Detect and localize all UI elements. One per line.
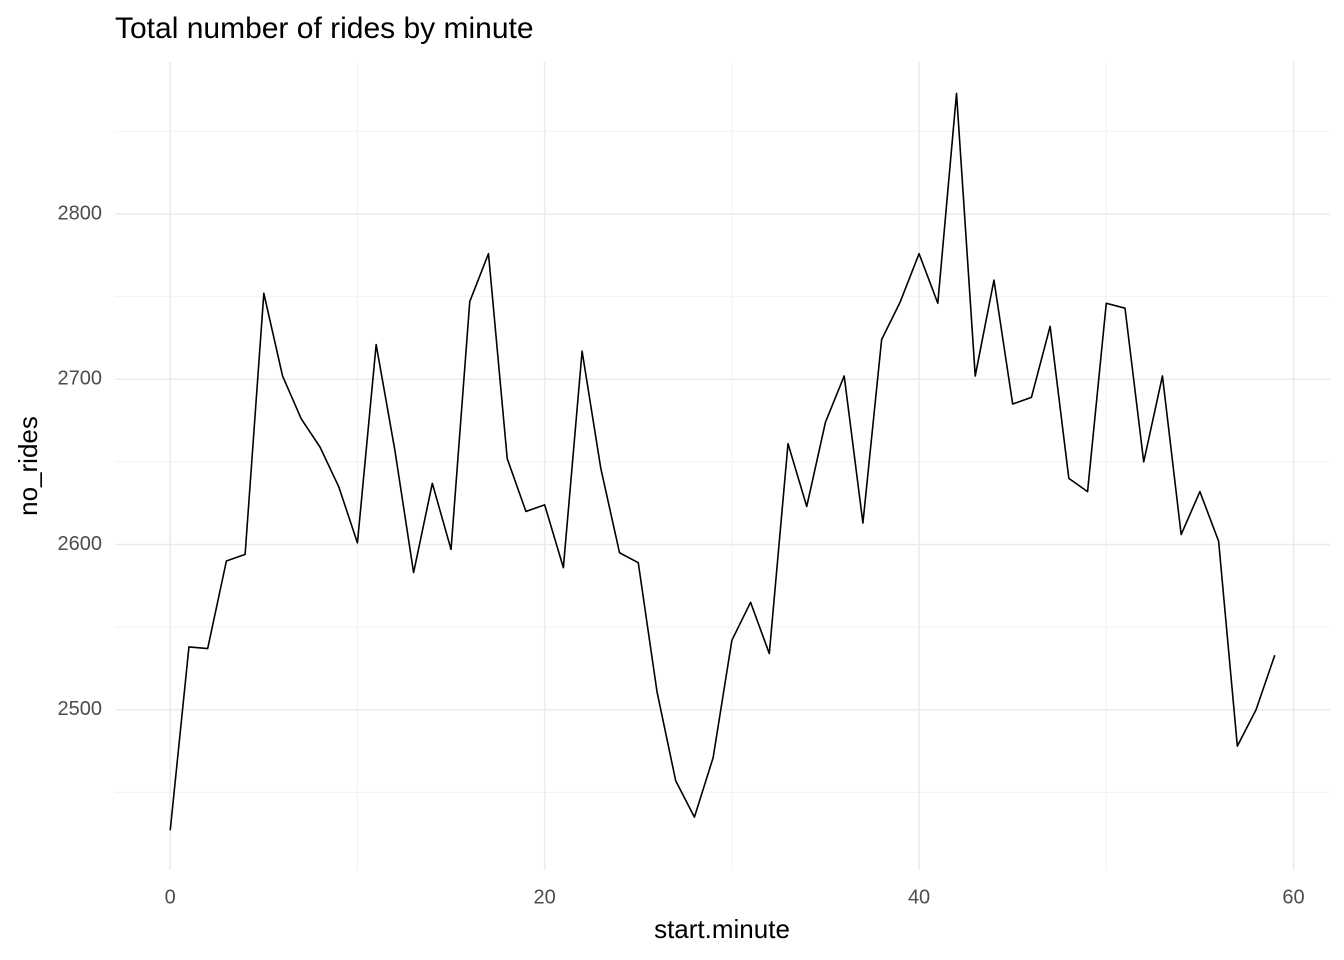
y-tick-label: 2700 — [58, 368, 103, 390]
y-tick-label: 2800 — [58, 202, 103, 224]
x-tick-label: 60 — [1282, 886, 1304, 908]
x-tick-label: 40 — [908, 886, 930, 908]
x-tick-label: 0 — [165, 886, 176, 908]
y-axis-label: no_rides — [13, 416, 43, 516]
y-tick-label: 2500 — [58, 698, 103, 720]
y-tick-label: 2600 — [58, 533, 103, 555]
data-line — [169, 92, 1276, 831]
x-axis-label: start.minute — [654, 914, 790, 944]
x-tick-label: 20 — [534, 886, 556, 908]
chart-title: Total number of rides by minute — [115, 12, 534, 45]
